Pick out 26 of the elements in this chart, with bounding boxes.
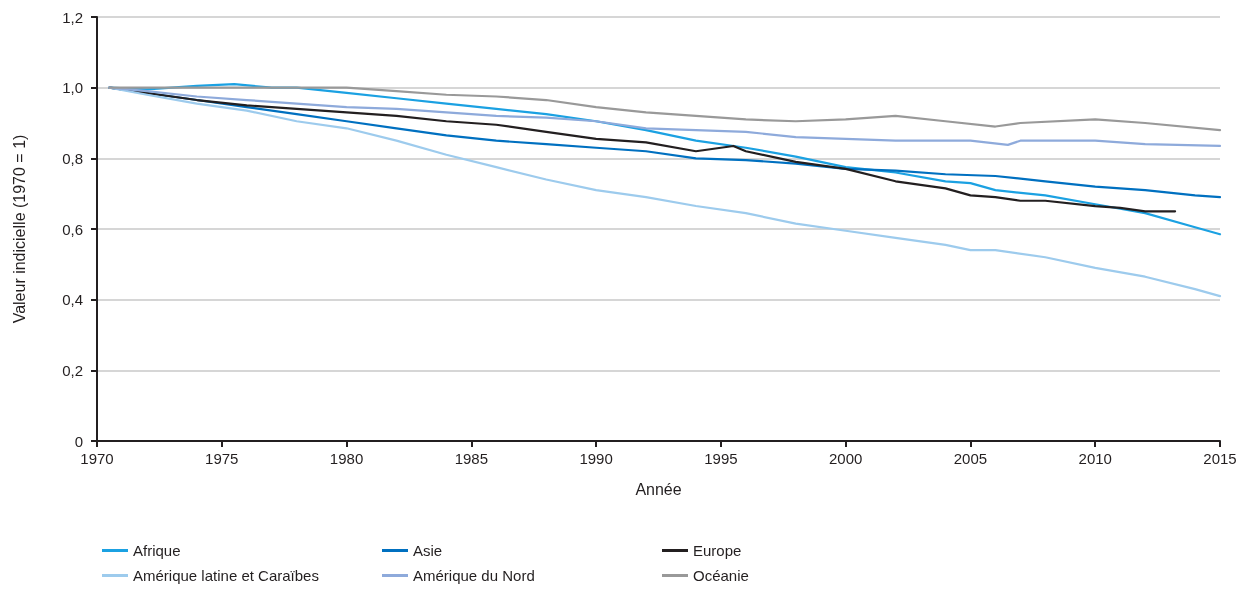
x-tick-label: 1970 <box>80 450 114 467</box>
legend-label: Asie <box>413 542 443 559</box>
line-series <box>108 86 1222 132</box>
legend-label: Océanie <box>693 567 749 584</box>
y-tick-label: 0,2 <box>62 361 83 379</box>
legend-label: Amérique du Nord <box>413 567 535 584</box>
x-tick-label: 2015 <box>1203 450 1237 467</box>
x-tick-label: 1990 <box>579 450 613 467</box>
legend-label: Europe <box>693 542 742 559</box>
y-tick-label: 1,0 <box>62 79 83 97</box>
y-tick-label: 1,2 <box>62 8 83 26</box>
x-tick-label: 2010 <box>1078 450 1112 467</box>
x-tick-label: 1980 <box>329 450 364 467</box>
y-tick-label: 0,6 <box>62 220 83 238</box>
y-axis-title: Valeur indicielle (1970 = 1) <box>10 134 28 324</box>
legend-label: Amérique latine et Caraïbes <box>133 567 319 584</box>
legend-label: Afrique <box>133 542 181 559</box>
y-tick-label: 0,8 <box>62 149 83 167</box>
x-tick-label: 2000 <box>828 450 863 467</box>
x-tick-label: 1995 <box>704 450 738 467</box>
x-tick-label: 1975 <box>205 450 239 467</box>
x-axis-title: Année <box>635 480 682 498</box>
y-tick-label: 0,4 <box>62 291 83 309</box>
y-tick-label: 0 <box>74 432 83 450</box>
x-tick-label: 2005 <box>953 450 988 467</box>
x-tick-label: 1985 <box>454 450 489 467</box>
